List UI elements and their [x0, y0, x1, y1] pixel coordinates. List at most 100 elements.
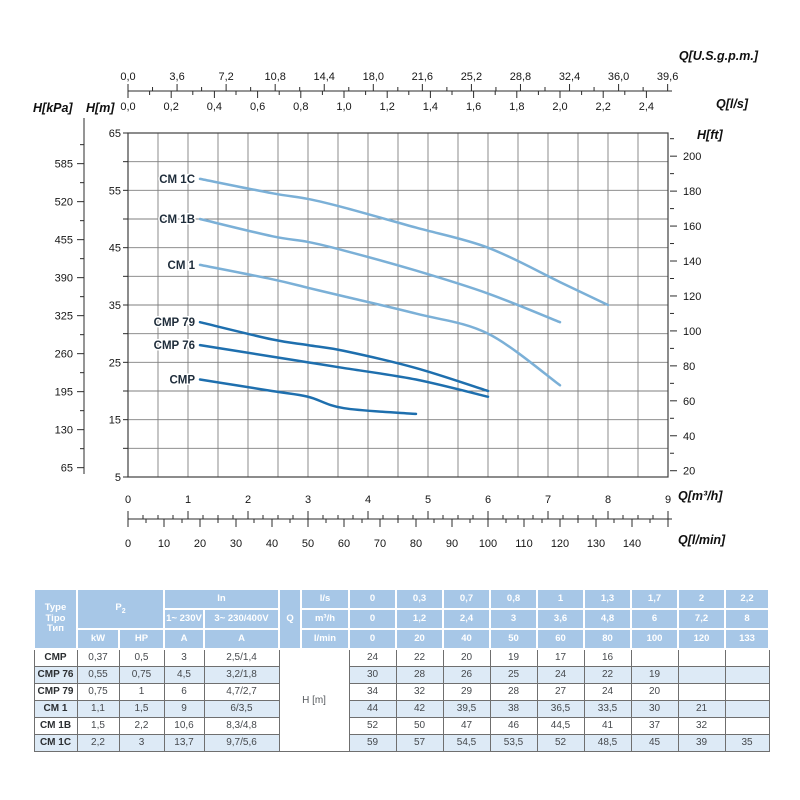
cell-h-value: 30: [630, 699, 679, 718]
cell-h-value: [677, 648, 726, 667]
svg-text:180: 180: [683, 186, 701, 198]
svg-text:55: 55: [109, 185, 121, 197]
axis-title-ls: Q[l/s]: [716, 97, 748, 111]
cell-hp: 0,75: [118, 665, 165, 684]
cell-h-value: 59: [348, 733, 397, 752]
axis-title-usgpm: Q[U.S.g.p.m.]: [678, 49, 758, 63]
curve-label-cmp: CMP: [169, 375, 195, 387]
svg-text:130: 130: [587, 538, 605, 550]
header-q-m3h-value: 3,6: [536, 608, 586, 630]
svg-text:1: 1: [185, 494, 191, 506]
cell-a-1ph: 6: [163, 682, 205, 701]
svg-text:140: 140: [683, 256, 701, 268]
cell-h-value: [630, 648, 679, 667]
header-q-ls-value: 2: [677, 588, 727, 610]
cell-h-value: 44: [348, 699, 397, 718]
cell-h-value: 20: [630, 682, 679, 701]
svg-text:120: 120: [551, 538, 569, 550]
header-kw: kW: [76, 628, 120, 650]
cell-kw: 0,75: [76, 682, 120, 701]
header-q-lmin-value: 120: [677, 628, 727, 650]
cell-hp: 1: [118, 682, 165, 701]
cell-h-value: 19: [489, 648, 538, 667]
header-q-m3h-value: 3: [489, 608, 539, 630]
cell-h-value: 19: [630, 665, 679, 684]
header-q: Q: [278, 588, 303, 650]
svg-text:160: 160: [683, 221, 701, 233]
cell-type: CM 1B: [33, 716, 78, 735]
axis-title-m3h: Q[m³/h]: [678, 489, 723, 503]
cell-h-value: 45: [630, 733, 679, 752]
svg-text:1,6: 1,6: [466, 101, 481, 113]
cell-h-value: 36,5: [536, 699, 585, 718]
svg-text:70: 70: [374, 538, 386, 550]
svg-text:60: 60: [338, 538, 350, 550]
svg-text:325: 325: [55, 311, 73, 323]
cell-h-value: 16: [583, 648, 632, 667]
header-q-lmin-value: 100: [630, 628, 680, 650]
svg-text:15: 15: [109, 415, 121, 427]
cell-h-value: 20: [442, 648, 491, 667]
cell-h-value: 30: [348, 665, 397, 684]
cell-h-m-label: H [m]: [278, 648, 350, 752]
curve-cmp-79: [198, 320, 490, 393]
svg-text:7,2: 7,2: [218, 71, 233, 83]
cell-h-value: 32: [677, 716, 726, 735]
cell-h-value: 41: [583, 716, 632, 735]
header-in: In: [162, 588, 281, 610]
svg-text:30: 30: [230, 538, 242, 550]
svg-text:0: 0: [125, 494, 131, 506]
cell-hp: 1,5: [118, 699, 165, 718]
cell-a-3ph: 8,3/4,8: [203, 716, 280, 735]
grid: [128, 133, 668, 477]
svg-text:0,6: 0,6: [250, 101, 265, 113]
svg-text:3,6: 3,6: [169, 71, 184, 83]
header-q-m3h-value: 8: [724, 608, 771, 630]
cell-h-value: 37: [630, 716, 679, 735]
header-q-m3h-value: 2,4: [442, 608, 492, 630]
cell-a-1ph: 3: [163, 648, 205, 667]
svg-text:8: 8: [605, 494, 611, 506]
svg-text:10: 10: [158, 538, 170, 550]
cell-h-value: 42: [395, 699, 444, 718]
cell-h-value: 17: [536, 648, 585, 667]
svg-text:390: 390: [55, 273, 73, 285]
svg-text:35: 35: [109, 300, 121, 312]
cell-h-value: 29: [442, 682, 491, 701]
svg-text:80: 80: [683, 361, 695, 373]
axis-bottom: 0 1 2 3 4 5 6 7 8 90 10 20 30 40 50 60 70 80 90 100 110 120 13…: [125, 494, 672, 550]
curve-label-cmp-76: CMP 76: [154, 340, 195, 352]
svg-text:40: 40: [683, 431, 695, 443]
cell-h-value: 50: [395, 716, 444, 735]
cell-h-value: 52: [348, 716, 397, 735]
cell-a-3ph: 4,7/2,7: [203, 682, 280, 701]
cell-h-value: 24: [536, 665, 585, 684]
svg-text:3: 3: [305, 494, 311, 506]
cell-h-value: 38: [489, 699, 538, 718]
cell-a-3ph: 2,5/1,4: [203, 648, 280, 667]
svg-text:2,2: 2,2: [596, 101, 611, 113]
header-q-ls-value: 0,7: [442, 588, 492, 610]
svg-text:520: 520: [55, 197, 73, 209]
cell-a-3ph: 9,7/5,6: [203, 733, 280, 752]
cell-hp: 0,5: [118, 648, 165, 667]
axis-title-hkpa: H[kPa]: [33, 101, 73, 115]
header-3-230-400v: 3~ 230/400V: [202, 608, 281, 630]
header-1-230v: 1~ 230V: [163, 608, 205, 630]
cell-kw: 0,37: [76, 648, 120, 667]
svg-text:10,8: 10,8: [264, 71, 285, 83]
cell-type: CMP: [33, 648, 78, 667]
svg-text:1,8: 1,8: [509, 101, 524, 113]
header-q-ls-value: 1,7: [630, 588, 680, 610]
axis-title-hft: H[ft]: [697, 128, 723, 142]
header-unit-lmin: l/min: [300, 628, 351, 650]
svg-text:18,0: 18,0: [363, 71, 384, 83]
table-row-cmp-76: CMP 76 0,55 0,75 4,5 3,2/1,8 30 28 26 25 24 22 19: [33, 665, 770, 684]
table-row-cm-1: CM 1 1,1 1,5 9 6/3,5 44 42 39,5 38 36,5 33,5 30 21: [33, 699, 770, 718]
svg-text:90: 90: [446, 538, 458, 550]
svg-text:20: 20: [194, 538, 206, 550]
header-q-lmin-value: 50: [489, 628, 539, 650]
cell-hp: 3: [118, 733, 165, 752]
cell-type: CMP 79: [33, 682, 78, 701]
